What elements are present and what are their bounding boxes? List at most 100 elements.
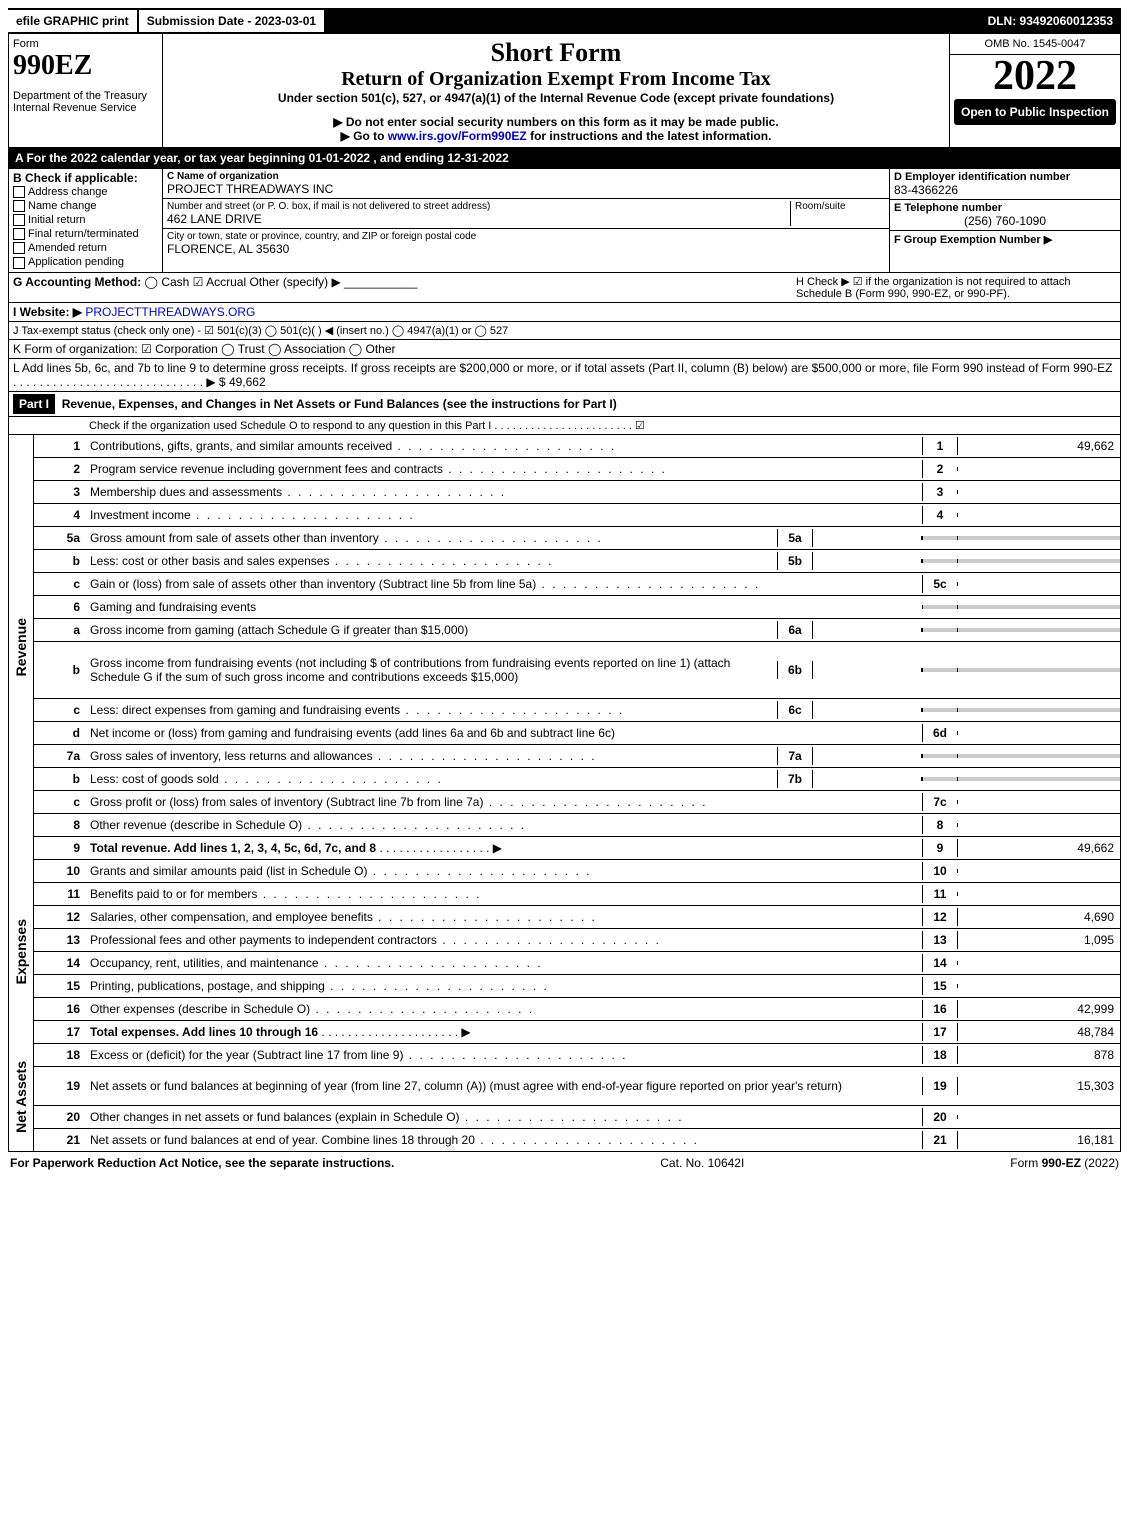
line-7c: Gross profit or (loss) from sales of inv… [86,793,922,811]
line-1: Contributions, gifts, grants, and simila… [86,437,922,455]
efile-label[interactable]: efile GRAPHIC print [8,10,137,32]
vlabel-net: Net Assets [11,1057,31,1137]
sec-d-label: D Employer identification number [894,171,1116,183]
section-gh: G Accounting Method: ◯ Cash ☑ Accrual Ot… [8,273,1121,303]
line-17-val: 48,784 [957,1023,1120,1041]
subtitle: Under section 501(c), 527, or 4947(a)(1)… [171,91,941,105]
submission-date: Submission Date - 2023-03-01 [137,8,326,34]
line-18: Excess or (deficit) for the year (Subtra… [86,1046,922,1064]
chk-amended[interactable]: Amended return [13,241,158,255]
sec-k: K Form of organization: ☑ Corporation ◯ … [9,340,1120,358]
sec-g-label: G Accounting Method: [13,275,141,289]
line-12: Salaries, other compensation, and employ… [86,908,922,926]
ssn-note: ▶ Do not enter social security numbers o… [171,115,941,129]
line-4: Investment income [86,506,922,524]
chk-other[interactable]: Other (specify) ▶ ___________ [249,275,417,289]
line-11: Benefits paid to or for members [86,885,922,903]
sec-f-label: F Group Exemption Number ▶ [894,233,1116,246]
sec-h: H Check ▶ ☑ if the organization is not r… [792,273,1120,302]
top-bar: efile GRAPHIC print Submission Date - 20… [8,8,1121,34]
dept: Department of the Treasury [13,90,158,102]
chk-name[interactable]: Name change [13,199,158,213]
street: 462 LANE DRIVE [167,212,790,226]
line-20: Other changes in net assets or fund bala… [86,1108,922,1126]
line-6a: Gross income from gaming (attach Schedul… [86,621,777,639]
line-19: Net assets or fund balances at beginning… [86,1077,922,1095]
line-1-val: 49,662 [957,437,1120,455]
chk-cash[interactable]: ◯ Cash [145,275,190,289]
line-13: Professional fees and other payments to … [86,931,922,949]
chk-pending[interactable]: Application pending [13,255,158,269]
line-5a: Gross amount from sale of assets other t… [86,529,777,547]
tax-year: 2022 [950,55,1120,97]
goto-note: ▶ Go to www.irs.gov/Form990EZ for instru… [171,129,941,143]
line-18-val: 878 [957,1046,1120,1064]
line-9-val: 49,662 [957,839,1120,857]
line-21: Net assets or fund balances at end of ye… [86,1131,922,1149]
line-13-val: 1,095 [957,931,1120,949]
line-6: Gaming and fundraising events [86,598,922,616]
main-title: Return of Organization Exempt From Incom… [171,68,941,91]
sec-c-label: C Name of organization [167,171,885,182]
line-15: Printing, publications, postage, and shi… [86,977,922,995]
omb-number: OMB No. 1545-0047 [950,34,1120,55]
ein: 83-4366226 [894,183,1116,197]
sec-e-label: E Telephone number [894,202,1116,214]
line-5b: Less: cost or other basis and sales expe… [86,552,777,570]
sec-j: J Tax-exempt status (check only one) - ☑… [9,322,1120,339]
line-7a: Gross sales of inventory, less returns a… [86,747,777,765]
line-12-val: 4,690 [957,908,1120,926]
line-6d: Net income or (loss) from gaming and fun… [86,724,922,742]
line-6b: Gross income from fundraising events (no… [86,654,777,686]
sec-l-text: L Add lines 5b, 6c, and 7b to line 9 to … [13,361,1112,389]
line-2: Program service revenue including govern… [86,460,922,478]
line-14: Occupancy, rent, utilities, and maintena… [86,954,922,972]
chk-final[interactable]: Final return/terminated [13,227,158,241]
chk-accrual[interactable]: ☑ Accrual [193,275,246,289]
short-form-title: Short Form [171,38,941,68]
sec-i-label: I Website: ▶ [13,305,82,319]
open-inspection: Open to Public Inspection [954,99,1116,125]
line-19-val: 15,303 [957,1077,1120,1095]
org-name: PROJECT THREADWAYS INC [167,182,885,196]
part-i-check: Check if the organization used Schedule … [9,417,1120,434]
line-10: Grants and similar amounts paid (list in… [86,862,922,880]
line-17: Total expenses. Add lines 10 through 16 … [86,1023,922,1041]
city-label: City or town, state or province, country… [167,231,885,242]
sec-b-label: B Check if applicable: [13,171,158,185]
chk-initial[interactable]: Initial return [13,213,158,227]
chk-address[interactable]: Address change [13,185,158,199]
form-header: Form 990EZ Department of the Treasury In… [8,34,1121,148]
vlabel-revenue: Revenue [11,614,31,680]
vlabel-expenses: Expenses [11,915,31,988]
part-i-desc: Revenue, Expenses, and Changes in Net As… [62,397,617,411]
room-label: Room/suite [790,201,885,226]
footer-right: Form 990-EZ (2022) [1010,1156,1119,1170]
line-9: Total revenue. Add lines 1, 2, 3, 4, 5c,… [86,839,922,857]
line-8: Other revenue (describe in Schedule O) [86,816,922,834]
irs-link[interactable]: www.irs.gov/Form990EZ [388,129,527,143]
line-7b: Less: cost of goods sold [86,770,777,788]
phone: (256) 760-1090 [894,214,1116,228]
line-21-val: 16,181 [957,1131,1120,1149]
section-i: I Website: ▶ PROJECTTHREADWAYS.ORG [8,303,1121,322]
sec-l-value: 49,662 [229,375,266,389]
line-16-val: 42,999 [957,1000,1120,1018]
street-label: Number and street (or P. O. box, if mail… [167,201,790,212]
line-16: Other expenses (describe in Schedule O) [86,1000,922,1018]
line-5c: Gain or (loss) from sale of assets other… [86,575,922,593]
irs: Internal Revenue Service [13,102,158,114]
section-a: A For the 2022 calendar year, or tax yea… [8,148,1121,169]
dln: DLN: 93492060012353 [980,10,1121,32]
form-label: Form [13,38,158,50]
line-6c: Less: direct expenses from gaming and fu… [86,701,777,719]
part-i-title: Part I [13,394,55,414]
city: FLORENCE, AL 35630 [167,242,885,256]
footer-mid: Cat. No. 10642I [660,1156,744,1170]
line-3: Membership dues and assessments [86,483,922,501]
part-i-header: Part I Revenue, Expenses, and Changes in… [8,392,1121,417]
page-footer: For Paperwork Reduction Act Notice, see … [8,1152,1121,1174]
website-link[interactable]: PROJECTTHREADWAYS.ORG [85,305,255,319]
footer-left: For Paperwork Reduction Act Notice, see … [10,1156,394,1170]
form-number: 990EZ [13,50,158,82]
